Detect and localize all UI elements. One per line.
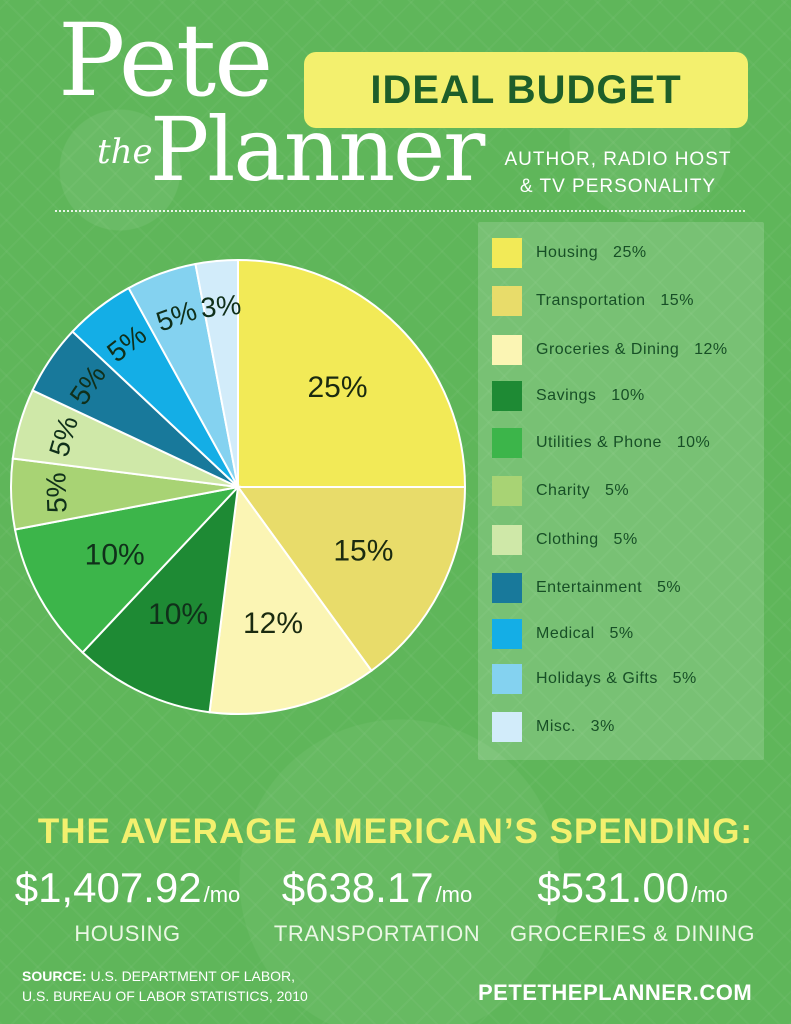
legend-swatch <box>492 664 522 694</box>
legend-item: Housing 25% <box>492 238 762 268</box>
legend-label: Savings 10% <box>536 387 645 404</box>
legend-label: Misc. 3% <box>536 718 615 735</box>
legend-swatch <box>492 573 522 603</box>
legend-item: Clothing 5% <box>492 525 762 555</box>
legend-label: Housing 25% <box>536 244 647 261</box>
stat-groceries-dining: $531.00/mo GROCERIES & DINING <box>505 862 760 947</box>
legend-label: Utilities & Phone 10% <box>536 434 711 451</box>
subtitle-line1: AUTHOR, RADIO HOST <box>504 149 732 170</box>
stat-label: GROCERIES & DINING <box>510 921 755 946</box>
legend-item: Groceries & Dining 12% <box>492 335 762 365</box>
pie-slice-housing <box>237 258 467 488</box>
subtitle-line2: & TV PERSONALITY <box>519 176 717 197</box>
source-line2: U.S. BUREAU OF LABOR STATISTICS, 2010 <box>22 988 308 1004</box>
subtitle: AUTHOR, RADIO HOST & TV PERSONALITY <box>488 146 748 200</box>
legend-swatch <box>492 238 522 268</box>
legend-label: Holidays & Gifts 5% <box>536 670 697 687</box>
legend-label: Clothing 5% <box>536 531 638 548</box>
pie-slice-savings <box>81 484 240 714</box>
legend-item: Entertainment 5% <box>492 573 762 603</box>
pie-label: 12% <box>243 607 303 640</box>
pie-label: 5% <box>40 472 72 513</box>
pie-label: 10% <box>148 598 208 631</box>
brand-name-pete: Pete <box>58 2 273 119</box>
legend-swatch <box>492 525 522 555</box>
stat-amount: $531.00/mo <box>537 864 728 911</box>
spending-heading: THE AVERAGE AMERICAN’S SPENDING: <box>37 812 754 851</box>
pie-slice-misc- <box>194 258 239 488</box>
stat-transportation: $638.17/mo TRANSPORTATION <box>262 862 492 947</box>
pie-slice-groceries-dining <box>208 484 373 715</box>
stat-label: TRANSPORTATION <box>273 921 481 946</box>
legend-swatch <box>492 286 522 316</box>
legend-swatch <box>492 428 522 458</box>
legend-label: Entertainment 5% <box>536 579 682 596</box>
pie-label: 25% <box>307 371 367 404</box>
source-note: SOURCE: U.S. DEPARTMENT OF LABOR, U.S. B… <box>22 966 308 1006</box>
source-label: SOURCE: <box>22 968 87 984</box>
legend-label: Transportation 15% <box>536 292 694 309</box>
stat-label: HOUSING <box>74 921 181 946</box>
brand-name-the: the <box>97 132 153 172</box>
legend-item: Transportation 15% <box>492 286 762 316</box>
title-badge: IDEAL BUDGET <box>304 52 748 128</box>
legend-label: Groceries & Dining 12% <box>536 341 728 358</box>
pie-label: 3% <box>199 289 242 324</box>
stat-amount: $638.17/mo <box>281 864 473 911</box>
source-line1: U.S. DEPARTMENT OF LABOR, <box>90 968 296 984</box>
pie-slice-utilities-phone <box>13 485 241 654</box>
legend-swatch <box>492 476 522 506</box>
legend-label: Charity 5% <box>536 482 630 499</box>
pie-slice-transportation <box>236 486 467 673</box>
legend-swatch <box>492 335 522 365</box>
divider <box>55 210 745 212</box>
legend-item: Misc. 3% <box>492 712 762 742</box>
stat-amount: $1,407.92/mo <box>14 864 241 911</box>
legend-item: Savings 10% <box>492 381 762 411</box>
legend-item: Holidays & Gifts 5% <box>492 664 762 694</box>
legend-item: Medical 5% <box>492 619 762 649</box>
legend-swatch <box>492 712 522 742</box>
legend: Housing 25% Transportation 15% Groceries &… <box>478 222 764 760</box>
stat-housing: $1,407.92/mo HOUSING <box>10 862 245 947</box>
legend-item: Utilities & Phone 10% <box>492 428 762 458</box>
website-link[interactable]: PETETHEPLANNER.COM <box>478 980 753 1005</box>
pie-label: 15% <box>333 534 393 567</box>
pie-label: 10% <box>85 538 145 571</box>
legend-label: Medical 5% <box>536 625 634 642</box>
pie-chart: 25%15%12%10%10%5%5%5%5%5%3% <box>10 258 467 715</box>
legend-swatch <box>492 619 522 649</box>
legend-item: Charity 5% <box>492 476 762 506</box>
legend-swatch <box>492 381 522 411</box>
